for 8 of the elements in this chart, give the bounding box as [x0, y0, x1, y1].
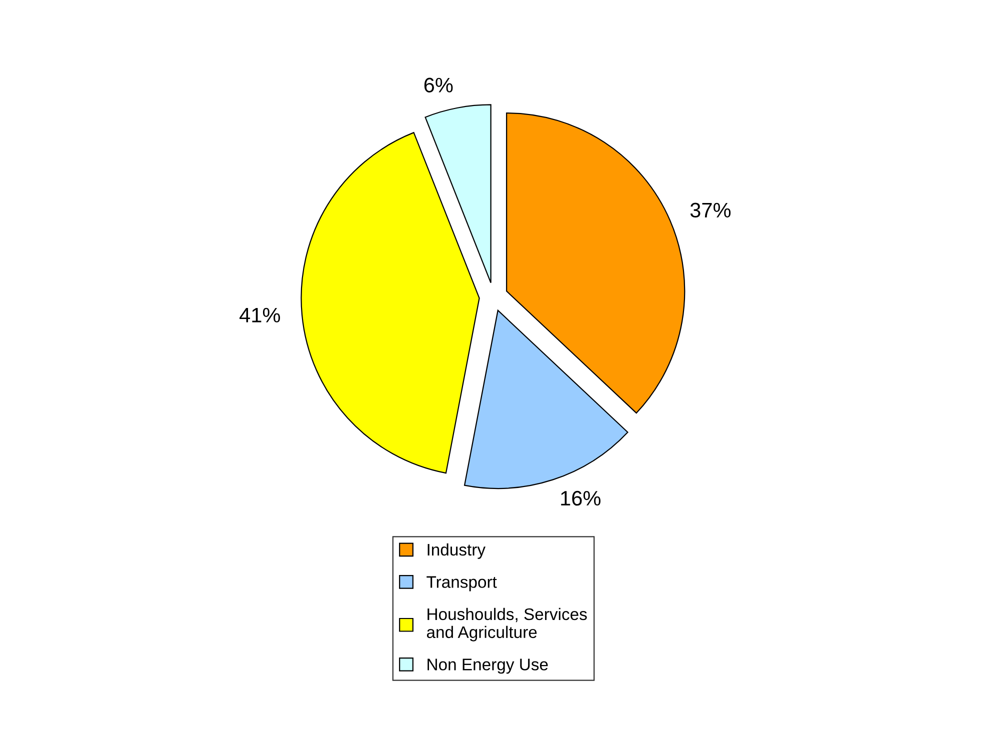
legend-label: Non Energy Use	[428, 658, 548, 674]
legend-label: Houshoulds, Services and Agriculture	[426, 608, 587, 642]
data-label: 41%	[240, 308, 280, 322]
legend-label: Transport	[426, 576, 497, 592]
data-label: 16%	[561, 490, 600, 506]
data-label: 6%	[424, 78, 453, 92]
data-label: 37%	[690, 202, 731, 218]
legend-label: Industry	[428, 543, 486, 559]
